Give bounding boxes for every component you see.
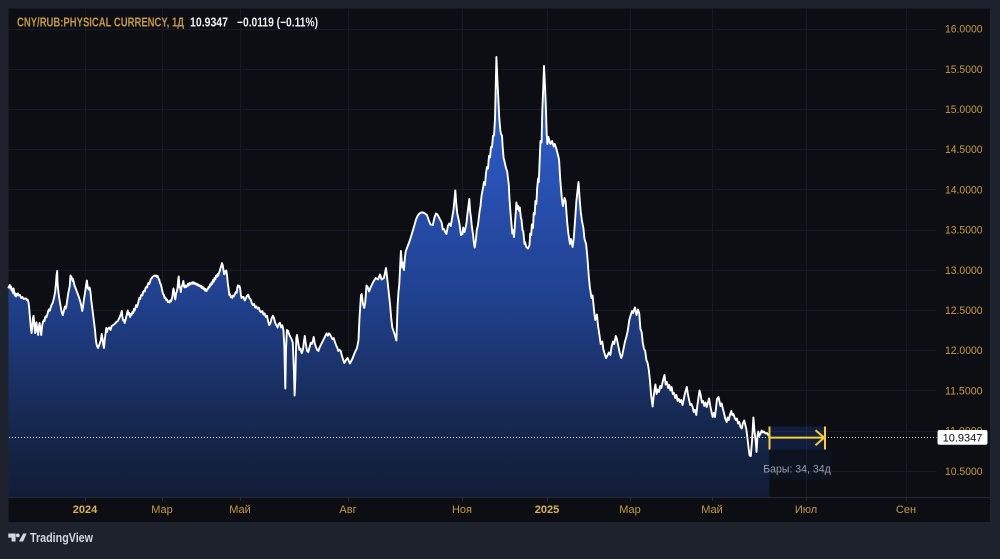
svg-text:12.5000: 12.5000	[945, 305, 983, 317]
svg-text:12.0000: 12.0000	[945, 345, 983, 357]
svg-text:−0.0119 (−0.11%): −0.0119 (−0.11%)	[237, 16, 318, 30]
svg-text:Мар: Мар	[619, 504, 641, 516]
svg-text:CNY/RUB:PHYSICAL CURRENCY, 1Д: CNY/RUB:PHYSICAL CURRENCY, 1Д	[17, 16, 184, 30]
svg-text:13.5000: 13.5000	[945, 225, 983, 237]
svg-text:2025: 2025	[535, 504, 559, 516]
svg-text:10.9347: 10.9347	[943, 433, 983, 445]
svg-text:Авг: Авг	[339, 504, 356, 516]
svg-text:10.9347: 10.9347	[190, 16, 228, 30]
svg-text:Мар: Мар	[151, 504, 173, 516]
svg-text:Сен: Сен	[896, 504, 916, 516]
svg-text:2024: 2024	[73, 504, 98, 516]
svg-text:13.0000: 13.0000	[945, 265, 983, 277]
svg-text:Июл: Июл	[795, 504, 817, 516]
svg-text:TradingView: TradingView	[30, 530, 94, 545]
svg-text:14.5000: 14.5000	[945, 144, 983, 156]
svg-text:15.5000: 15.5000	[945, 64, 983, 76]
svg-text:11.5000: 11.5000	[945, 385, 983, 397]
svg-text:10.5000: 10.5000	[945, 466, 983, 478]
svg-text:Май: Май	[229, 504, 251, 516]
svg-text:14.0000: 14.0000	[945, 184, 983, 196]
svg-text:15.0000: 15.0000	[945, 104, 983, 116]
svg-text:Май: Май	[701, 504, 723, 516]
svg-text:Ноя: Ноя	[452, 504, 472, 516]
svg-text:16.0000: 16.0000	[945, 24, 983, 36]
svg-text:Бары: 34, 34д: Бары: 34, 34д	[763, 464, 831, 476]
